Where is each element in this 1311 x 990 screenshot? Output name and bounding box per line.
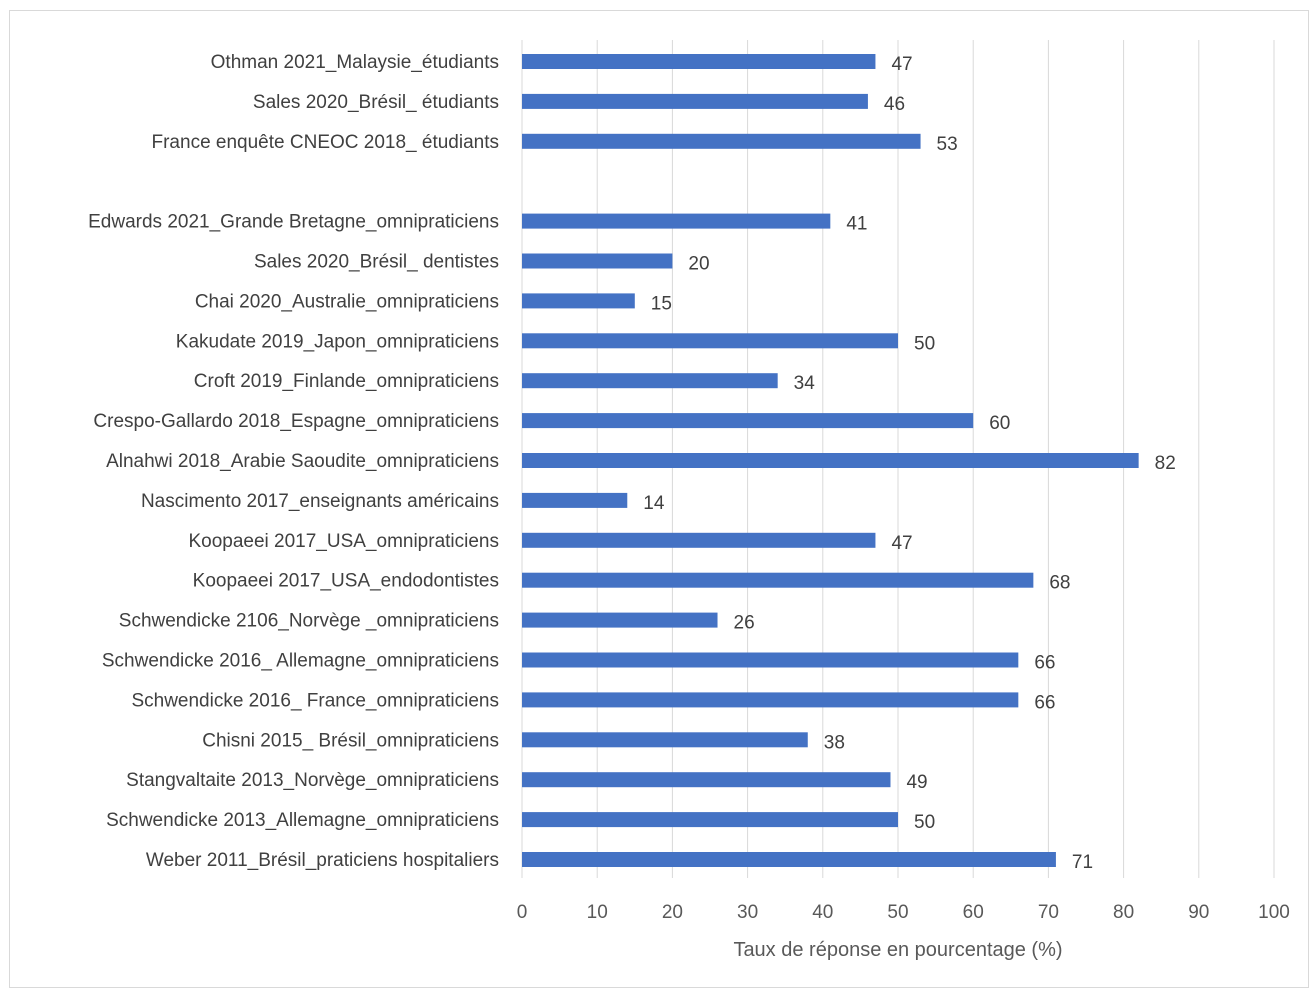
category-label: Edwards 2021_Grande Bretagne_omnipratici… [88, 212, 499, 233]
data-label: 41 [846, 214, 867, 235]
category-label: Crespo-Gallardo 2018_Espagne_omnipratici… [93, 411, 499, 432]
bar [522, 492, 628, 508]
x-tick-label: 50 [887, 902, 908, 923]
x-axis-title: Taux de réponse en pourcentage (%) [733, 939, 1062, 961]
x-tick-label: 10 [587, 902, 608, 923]
data-label: 66 [1034, 692, 1055, 713]
bar [522, 413, 974, 429]
data-label: 53 [937, 134, 958, 155]
bar [522, 93, 868, 109]
bar [522, 253, 673, 269]
x-tick-label: 30 [737, 902, 758, 923]
bar [522, 453, 1139, 468]
category-label: Koopaeei 2017_USA_omnipraticiens [188, 531, 499, 552]
data-label: 49 [906, 772, 927, 793]
bar [522, 532, 876, 548]
x-tick-label: 20 [662, 902, 683, 923]
category-label: Schwendicke 2016_ Allemagne_omnipraticie… [102, 651, 499, 672]
bar [522, 373, 778, 389]
bar [522, 732, 808, 748]
data-label: 47 [891, 533, 912, 554]
data-label: 20 [688, 254, 709, 275]
bar [522, 612, 718, 628]
category-label: Koopaeei 2017_USA_endodontistes [193, 571, 499, 592]
bar [522, 692, 1019, 708]
category-label: Weber 2011_Brésil_praticiens hospitalier… [146, 850, 499, 871]
data-label: 68 [1049, 573, 1070, 594]
category-label: Schwendicke 2013_Allemagne_omnipraticien… [106, 810, 499, 831]
bar [522, 652, 1019, 668]
category-label: Schwendicke 2106_Norvège _omnipraticiens [119, 611, 499, 632]
category-label: Othman 2021_Malaysie_étudiants [211, 52, 499, 73]
data-label: 50 [914, 812, 935, 833]
category-label: Chai 2020_Australie_omnipraticiens [195, 291, 499, 312]
bar [522, 852, 1056, 867]
x-tick-label: 80 [1113, 902, 1134, 923]
category-label: Alnahwi 2018_Arabie Saoudite_omnipratici… [106, 451, 499, 472]
x-axis-ticks: 0 10 20 30 40 50 60 70 80 90 100 [517, 902, 1290, 923]
category-label: Sales 2020_Brésil_ étudiants [253, 92, 499, 113]
data-label: 66 [1034, 653, 1055, 674]
category-labels: Othman 2021_Malaysie_étudiants Sales 2020… [88, 52, 499, 871]
data-label: 71 [1072, 852, 1093, 873]
x-tick-label: 60 [963, 902, 984, 923]
category-label: Chisni 2015_ Brésil_omnipraticiens [202, 730, 499, 751]
data-label: 14 [643, 493, 665, 514]
bar [522, 293, 635, 309]
category-label: France enquête CNEOC 2018_ étudiants [152, 132, 500, 153]
bar [522, 772, 891, 788]
data-label: 15 [651, 293, 672, 314]
category-label: Sales 2020_Brésil_ dentistes [254, 252, 499, 273]
category-label: Schwendicke 2016_ France_omnipraticiens [131, 690, 499, 711]
data-label: 47 [891, 54, 912, 75]
data-label: 46 [884, 94, 905, 115]
x-tick-label: 0 [517, 902, 528, 923]
data-labels: 47 46 53 41 20 15 50 34 60 82 14 47 68 26 66 66 38 49 50 71 [643, 54, 1176, 873]
x-tick-label: 100 [1258, 902, 1290, 923]
bar [522, 812, 898, 828]
category-label: Stangvaltaite 2013_Norvège_omnipraticien… [126, 770, 499, 791]
category-label: Croft 2019_Finlande_omnipraticiens [194, 371, 499, 392]
data-label: 26 [734, 613, 755, 634]
data-label: 34 [794, 373, 816, 394]
data-label: 50 [914, 333, 935, 354]
bar [522, 572, 1034, 588]
x-tick-label: 70 [1038, 902, 1059, 923]
category-label: Nascimento 2017_enseignants américains [141, 491, 499, 512]
x-tick-label: 40 [812, 902, 833, 923]
data-label: 38 [824, 732, 845, 753]
bar [522, 213, 831, 229]
x-tick-label: 90 [1188, 902, 1209, 923]
data-label: 60 [989, 413, 1010, 434]
bars [522, 54, 1139, 867]
bar [522, 133, 921, 149]
data-label: 82 [1155, 453, 1176, 474]
category-label: Kakudate 2019_Japon_omnipraticiens [176, 331, 499, 352]
bar [522, 54, 876, 69]
bar [522, 333, 898, 349]
